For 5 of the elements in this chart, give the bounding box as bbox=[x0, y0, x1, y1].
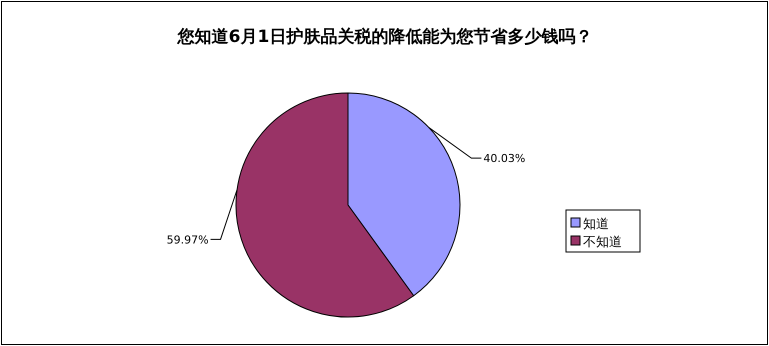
data-label: 59.97% bbox=[166, 233, 209, 246]
chart-title: 您知道6月1日护肤品关税的降低能为您节省多少钱吗？ bbox=[176, 27, 592, 47]
legend-label: 不知道 bbox=[583, 235, 622, 250]
legend-label: 知道 bbox=[583, 217, 609, 232]
data-label: 40.03% bbox=[483, 152, 526, 166]
